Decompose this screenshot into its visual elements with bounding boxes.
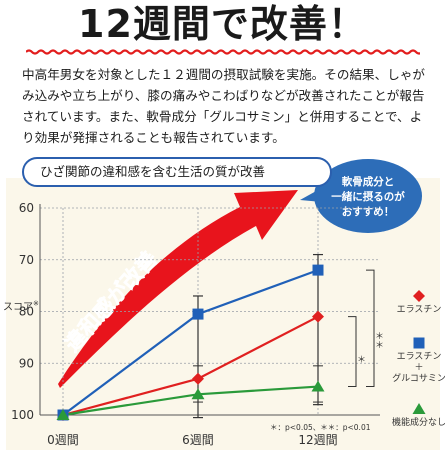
chart-title: ひざ関節の違和感を含む生活の質が改善 xyxy=(22,157,332,187)
wavy-divider xyxy=(26,49,420,55)
series-line-3 xyxy=(62,385,319,417)
x-tick-label: 12週間 xyxy=(298,433,337,447)
legend-marker-3 xyxy=(412,403,426,414)
legend-marker-1 xyxy=(413,290,425,302)
data-point-series-1 xyxy=(192,372,204,385)
legend-marker-2 xyxy=(413,337,425,349)
y-tick-label: 70 xyxy=(19,253,34,267)
significance-bracket-1 xyxy=(348,316,357,388)
big-arrow xyxy=(58,190,298,388)
callout-line: 一緒に摂るのが xyxy=(331,190,405,203)
y-axis-label: スコア※ xyxy=(3,299,39,313)
callout-bubble: 軟骨成分と 一緒に摂るのが おすすめ！ xyxy=(300,159,422,233)
y-tick-label: 90 xyxy=(19,356,34,370)
x-tick-label: 0週間 xyxy=(47,433,79,447)
y-tick-label: 80 xyxy=(19,305,34,319)
y-tick-label: 60 xyxy=(19,201,34,215)
legend-label-3: 機能成分なし xyxy=(392,418,445,428)
x-tick-label: 6週間 xyxy=(182,433,214,447)
legend-label-1: エラスチン xyxy=(396,305,442,315)
y-tick-label: 100 xyxy=(11,408,34,422)
significance-bracket-2-label: ＊＊ xyxy=(373,331,383,349)
intro-text: 中高年男女を対象とした１２週間の摂取試験を実施。その結果、しゃがみ込みや立ち上が… xyxy=(22,67,425,145)
data-point-series-3 xyxy=(311,380,325,392)
legend-label-2: エラスチン ＋ グルコサミン xyxy=(392,352,445,384)
data-point-series-3 xyxy=(191,388,205,400)
callout-line: おすすめ！ xyxy=(342,206,395,218)
data-point-series-3 xyxy=(56,409,70,420)
data-point-series-2 xyxy=(192,308,204,320)
callout-line: 軟骨成分と xyxy=(342,175,395,188)
headline: 12週間で改善！ xyxy=(78,2,367,46)
significance-note: ＊：p<0.05、＊＊：p<0.01 xyxy=(270,423,371,432)
significance-bracket-2 xyxy=(366,269,375,388)
data-point-series-2 xyxy=(312,264,324,276)
significance-bracket-1-label: ＊ xyxy=(355,355,365,364)
data-point-series-1 xyxy=(312,310,324,323)
